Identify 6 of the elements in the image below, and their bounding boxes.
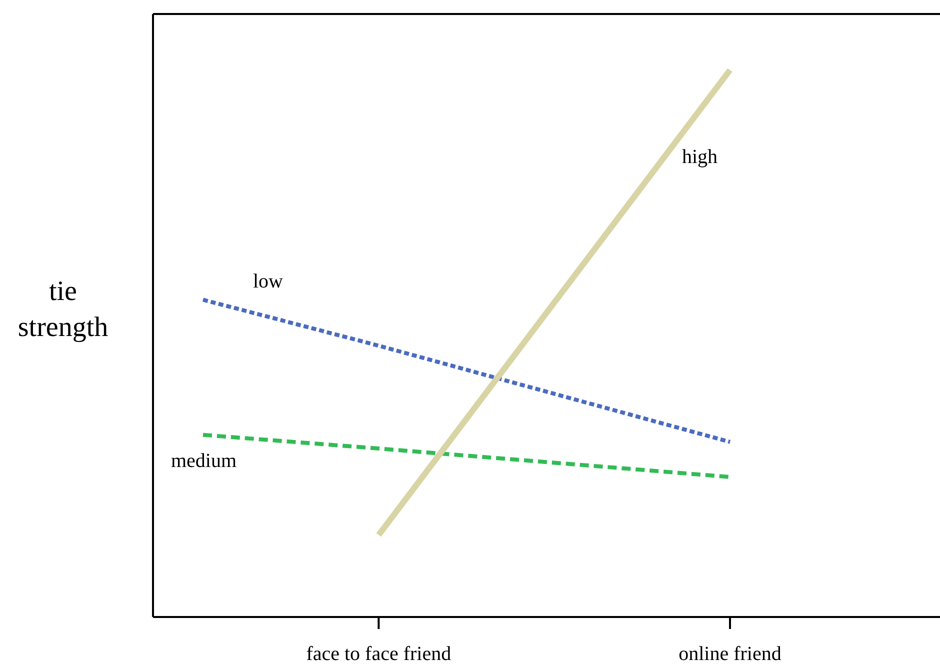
series-label: low bbox=[253, 270, 284, 293]
series-label: high bbox=[682, 146, 718, 168]
x-tick-label: online friend bbox=[678, 643, 782, 665]
y-axis-title: tie strength bbox=[18, 276, 108, 343]
x-tick-label: face to face friend bbox=[306, 643, 452, 665]
series-label: medium bbox=[171, 450, 237, 472]
